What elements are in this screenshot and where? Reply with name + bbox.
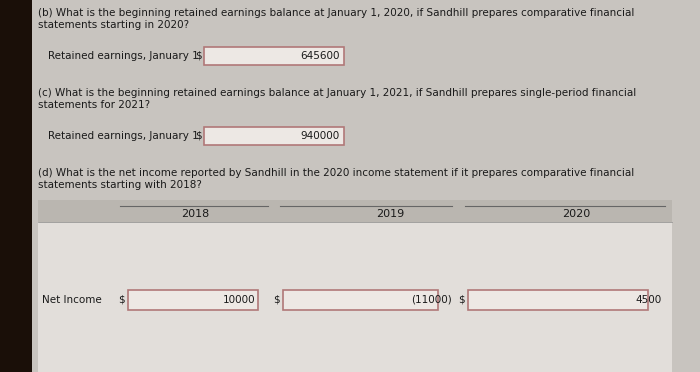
Text: $: $	[195, 131, 202, 141]
Text: Retained earnings, January 1: Retained earnings, January 1	[48, 51, 199, 61]
Text: 940000: 940000	[301, 131, 340, 141]
Text: 10000: 10000	[223, 295, 255, 305]
FancyBboxPatch shape	[204, 47, 344, 65]
Text: (11000): (11000)	[412, 295, 452, 305]
FancyBboxPatch shape	[0, 0, 32, 372]
Text: 645600: 645600	[300, 51, 340, 61]
Text: (b) What is the beginning retained earnings balance at January 1, 2020, if Sandh: (b) What is the beginning retained earni…	[38, 8, 634, 18]
FancyBboxPatch shape	[468, 290, 648, 310]
FancyBboxPatch shape	[680, 0, 700, 372]
Text: $: $	[273, 295, 279, 305]
Text: 2019: 2019	[376, 209, 404, 219]
Text: Retained earnings, January 1: Retained earnings, January 1	[48, 131, 199, 141]
FancyBboxPatch shape	[38, 200, 672, 222]
FancyBboxPatch shape	[38, 222, 672, 372]
Text: statements starting with 2018?: statements starting with 2018?	[38, 180, 202, 190]
Text: (d) What is the net income reported by Sandhill in the 2020 income statement if : (d) What is the net income reported by S…	[38, 168, 634, 178]
Text: $: $	[118, 295, 125, 305]
FancyBboxPatch shape	[204, 127, 344, 145]
Text: Net Income: Net Income	[42, 295, 102, 305]
Text: (c) What is the beginning retained earnings balance at January 1, 2021, if Sandh: (c) What is the beginning retained earni…	[38, 88, 636, 98]
Text: 2020: 2020	[562, 209, 590, 219]
FancyBboxPatch shape	[283, 290, 438, 310]
Text: 2018: 2018	[181, 209, 209, 219]
Text: statements starting in 2020?: statements starting in 2020?	[38, 20, 189, 30]
Text: 4500: 4500	[636, 295, 662, 305]
Text: statements for 2021?: statements for 2021?	[38, 100, 150, 110]
Text: $: $	[195, 51, 202, 61]
FancyBboxPatch shape	[128, 290, 258, 310]
Text: $: $	[458, 295, 465, 305]
